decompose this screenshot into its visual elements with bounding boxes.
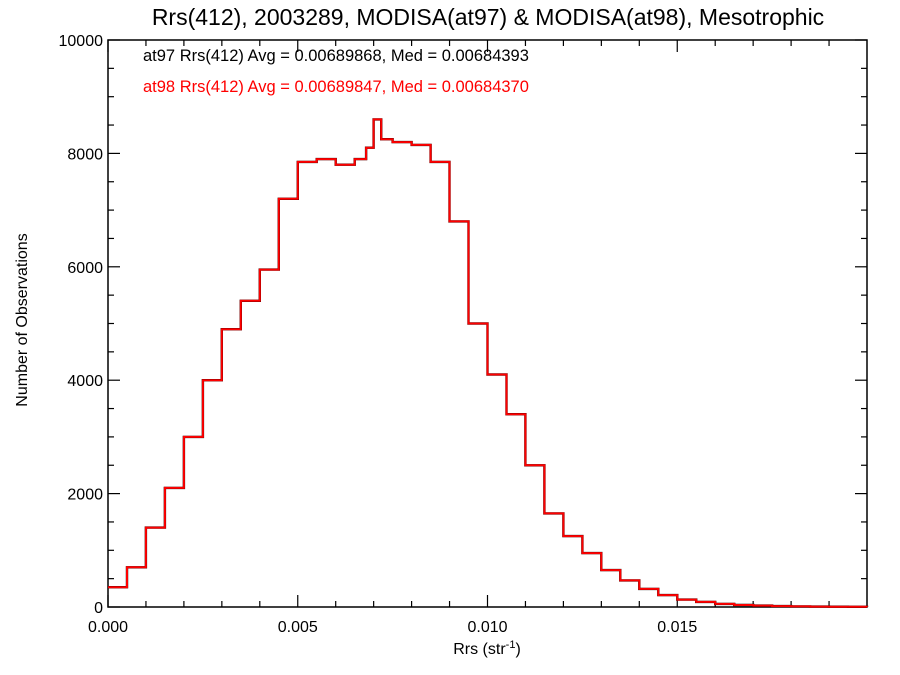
y-tick-label: 0 — [94, 600, 103, 617]
legend-at98: at98 Rrs(412) Avg = 0.00689847, Med = 0.… — [143, 78, 529, 96]
y-axis-label: Number of Observations — [14, 233, 31, 406]
x-axis-label-main: Rrs (str — [453, 641, 506, 658]
x-tick-label: 0.000 — [88, 619, 128, 636]
x-tick-label: 0.015 — [657, 619, 697, 636]
y-tick-label: 10000 — [59, 33, 104, 50]
y-tick-label: 8000 — [67, 146, 103, 163]
legend-at97: at97 Rrs(412) Avg = 0.00689868, Med = 0.… — [143, 47, 529, 65]
y-tick-label: 6000 — [67, 260, 103, 277]
series-layer — [108, 118, 869, 608]
x-axis-label: Rrs (str-1) — [453, 639, 521, 658]
x-tick-label: 0.005 — [278, 619, 318, 636]
x-axis-label-close: ) — [515, 641, 520, 658]
x-tick-label: 0.010 — [467, 619, 507, 636]
x-axis-label-sup: -1 — [506, 639, 516, 651]
y-tick-label: 2000 — [67, 487, 103, 504]
axis-tick-labels: 0.000 0.005 0.010 0.015 0 2000 4000 6000 8000 100… — [59, 33, 698, 636]
series-at98 — [108, 118, 868, 608]
chart-title: Rrs(412), 2003289, MODISA(at97) & MODISA… — [152, 4, 824, 30]
axis-ticks — [107, 39, 867, 608]
y-tick-label: 4000 — [67, 373, 103, 390]
